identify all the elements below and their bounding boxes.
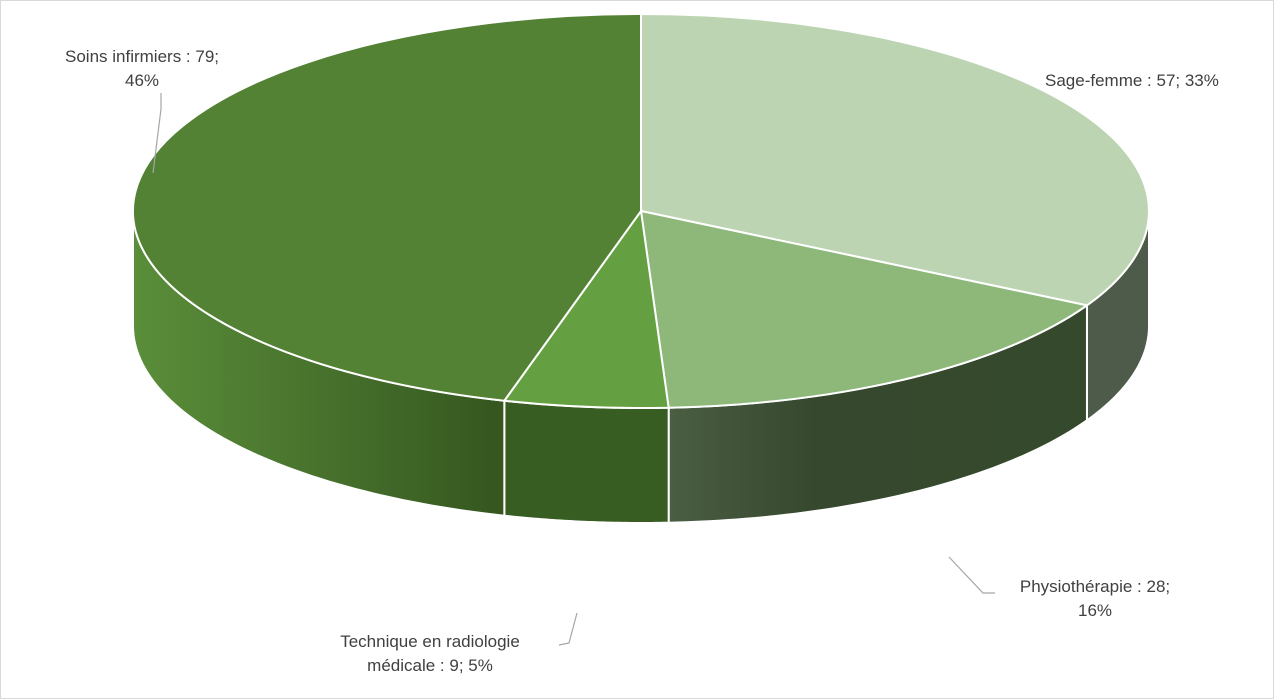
data-label-soins-infirmiers: Soins infirmiers : 79; 46% <box>65 47 219 90</box>
pie-slice-sage-femme <box>640 13 1150 307</box>
pie-top-layer <box>131 13 1150 409</box>
pie-slice-technique-en-radiologie-medicale <box>503 210 670 409</box>
leader-line-soins-infirmiers <box>152 93 162 174</box>
data-label-physiotherapie: Physiothérapie : 28; 16% <box>1019 577 1171 620</box>
pie-side-technique-en-radiologie-medicale <box>503 399 670 524</box>
pie-slice-soins-infirmiers <box>131 13 642 402</box>
data-label-technique-radiologie: Technique en radiologie médicale : 9; 5% <box>340 632 520 675</box>
leader-line-technique-radiologie <box>558 612 578 646</box>
data-label-sage-femme: Sage-femme : 57; 33% <box>1045 71 1219 90</box>
leader-lines <box>152 93 995 646</box>
leader-line-physiotherapie <box>948 556 995 594</box>
pie-slice-physiotherapie <box>640 210 1088 409</box>
